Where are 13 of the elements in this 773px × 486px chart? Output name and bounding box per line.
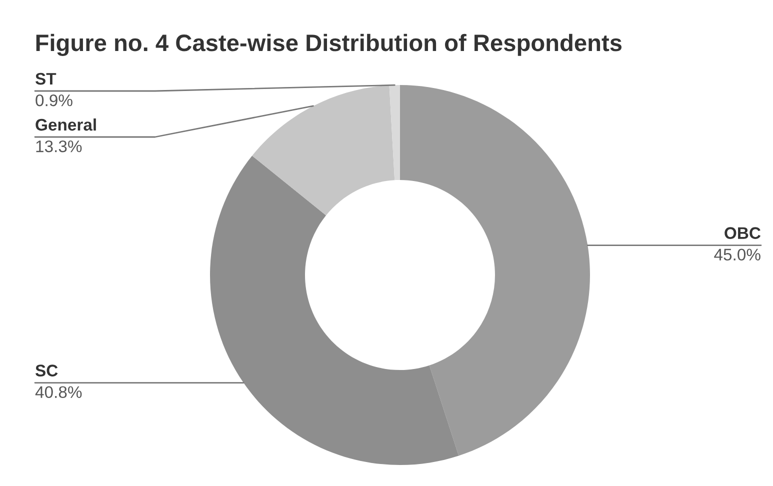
chart-title: Figure no. 4 Caste-wise Distribution of Respondents (36, 34, 622, 56)
slice-label: General (36, 118, 96, 131)
data-label: 0.9% (36, 94, 72, 106)
slice-label: ST (35, 72, 56, 85)
slice-label: OBC (724, 227, 761, 239)
donut-slice (400, 85, 590, 456)
donut-slice (252, 85, 395, 216)
data-label: 13.3% (36, 140, 82, 152)
donut-slice (210, 156, 459, 465)
donut-slice (389, 85, 400, 180)
data-label: 40.8% (35, 386, 82, 398)
data-label: 45.0% (714, 248, 760, 261)
slice-label: SC (35, 364, 58, 376)
